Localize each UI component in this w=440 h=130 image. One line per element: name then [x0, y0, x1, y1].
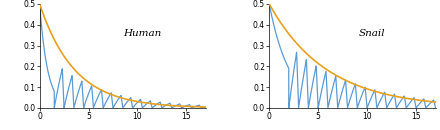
Text: Human: Human	[124, 28, 162, 38]
Text: Snail: Snail	[359, 28, 386, 38]
